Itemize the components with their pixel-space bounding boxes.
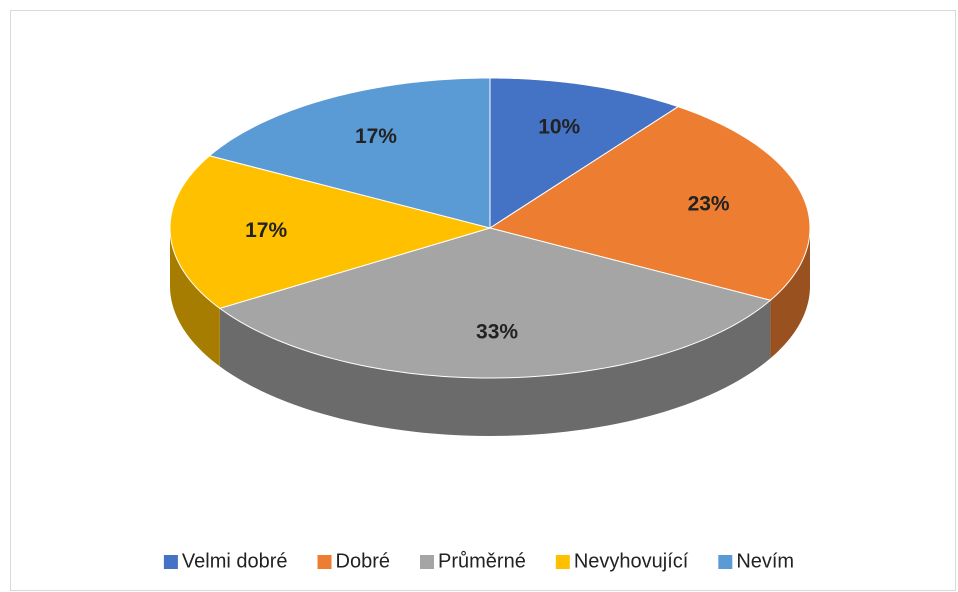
pie-slice	[218, 227, 772, 379]
pie-slice	[488, 106, 811, 301]
data-label: 10%	[538, 116, 580, 139]
pie-slice	[169, 155, 492, 309]
pie-slice-side	[219, 300, 771, 436]
pie-slice	[208, 77, 491, 229]
legend-marker	[317, 555, 332, 569]
data-label: 17%	[245, 219, 287, 242]
data-label: 33%	[476, 320, 518, 343]
legend-label: Nevím	[736, 550, 794, 572]
legend-label: Dobré	[336, 550, 390, 572]
legend-label: Nevyhovující	[574, 550, 689, 572]
pie-slice-side	[770, 228, 810, 359]
legend-marker	[420, 555, 434, 569]
legend: Velmi dobré Dobré Průměrné Nevyhovující Neví…	[163, 550, 794, 572]
data-label: 23%	[688, 193, 730, 216]
legend-marker	[718, 555, 733, 569]
pie-slice-side	[170, 228, 220, 367]
legend-marker	[555, 555, 570, 569]
pie-slice	[489, 77, 680, 229]
legend-label: Průměrné	[438, 550, 526, 572]
legend-marker	[163, 555, 178, 569]
legend-label: Velmi dobré	[182, 550, 288, 572]
data-label: 17%	[355, 125, 397, 148]
